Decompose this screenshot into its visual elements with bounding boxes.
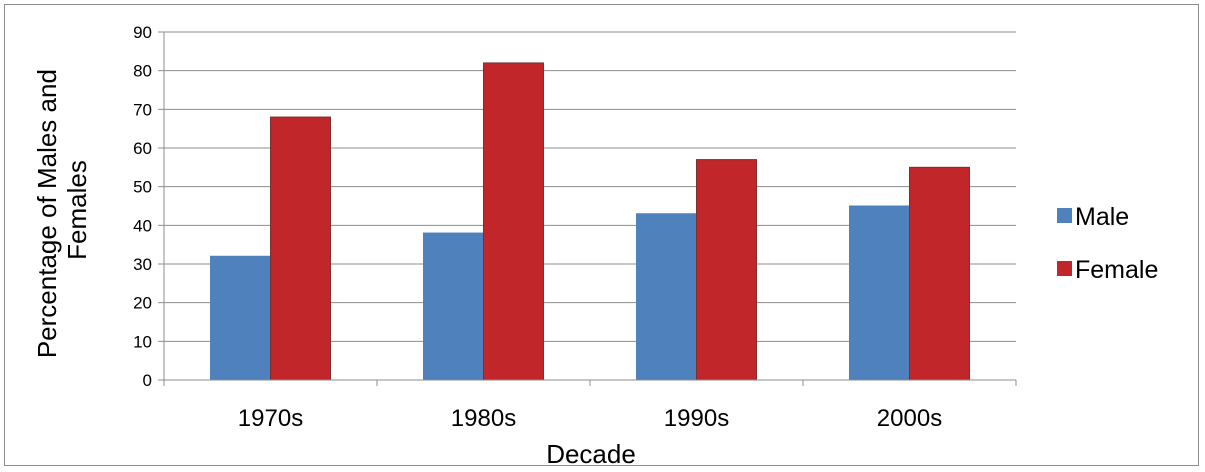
legend-swatch-male — [1057, 208, 1072, 223]
y-tick-label: 10 — [133, 332, 152, 351]
y-tick-label: 50 — [133, 178, 152, 197]
x-tick-label: 1970s — [238, 405, 303, 432]
y-tick-label: 0 — [143, 371, 152, 390]
y-tick-label: 30 — [133, 255, 152, 274]
chart-frame — [4, 4, 1199, 466]
y-tick-label: 80 — [133, 62, 152, 81]
y-tick-label: 70 — [133, 100, 152, 119]
legend-label-female: Female — [1075, 256, 1158, 284]
bar-male-1990s — [636, 213, 697, 381]
x-axis-title: Decade — [546, 439, 636, 469]
x-tick-label: 2000s — [877, 405, 942, 432]
bar-male-1980s — [423, 232, 484, 381]
legend-swatch-female — [1057, 261, 1072, 276]
y-tick-label: 90 — [133, 23, 152, 42]
x-tick-label: 1980s — [451, 405, 516, 432]
tick-labels: 0 10 20 30 40 50 60 70 80 90 1970s 1980s 1990s 2000s — [133, 23, 942, 432]
bar-female-1990s — [696, 159, 757, 381]
y-axis-title-line-1: Percentage of Males and — [32, 69, 62, 358]
bar-female-2000s — [909, 166, 970, 381]
legend-label-male: Male — [1075, 203, 1129, 231]
y-tick-label: 40 — [133, 216, 152, 235]
bar-female-1980s — [483, 62, 544, 381]
y-axis-title: Percentage of Males and Females — [32, 62, 92, 358]
legend: Male Female — [1057, 203, 1158, 284]
bar-male-2000s — [849, 205, 910, 381]
x-tick-label: 1990s — [664, 405, 729, 432]
bars — [210, 62, 970, 381]
bar-female-1970s — [270, 116, 331, 381]
y-tick-label: 60 — [133, 139, 152, 158]
bar-male-1970s — [210, 255, 271, 381]
axes — [158, 31, 1017, 386]
y-tick-label: 20 — [133, 294, 152, 313]
y-axis-title-line-2: Females — [62, 160, 92, 260]
